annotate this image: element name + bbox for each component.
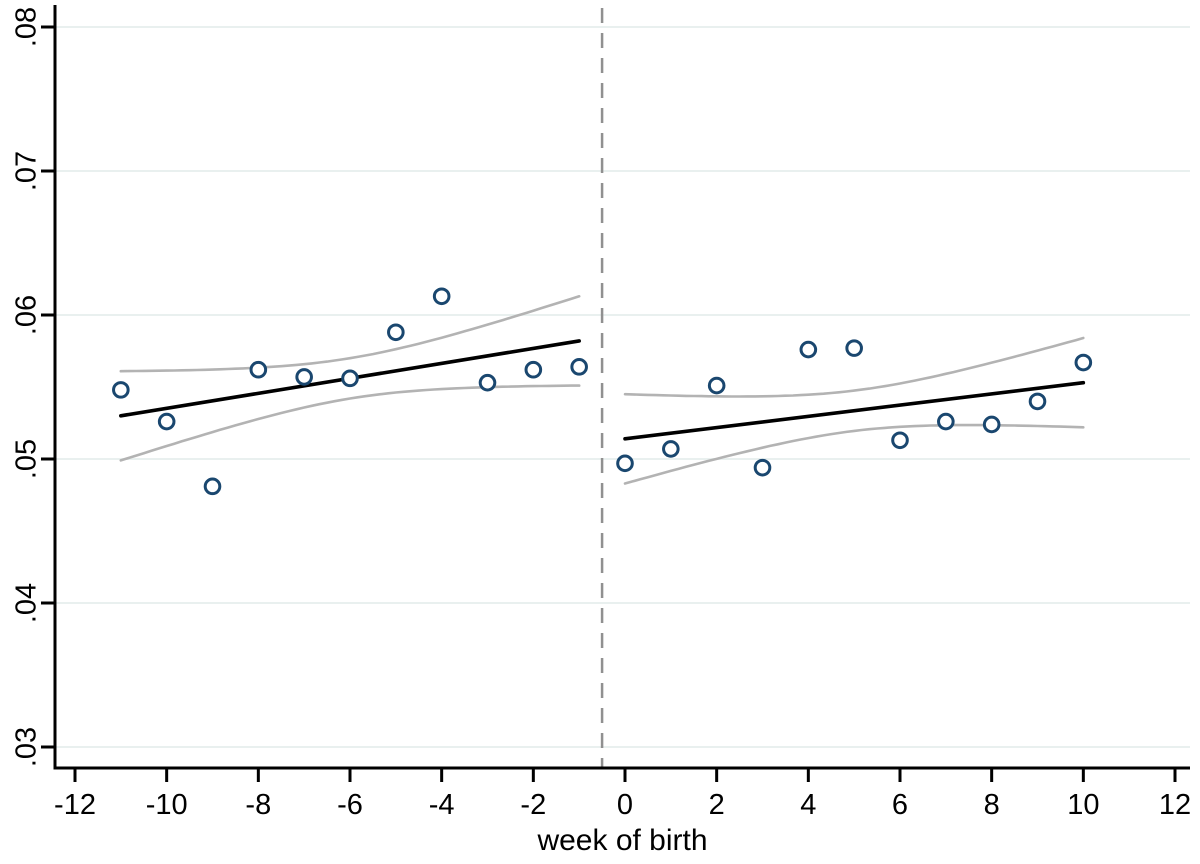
data-point [341, 369, 359, 388]
data-point [799, 340, 818, 359]
data-point [891, 431, 909, 450]
ci-left [119, 295, 581, 462]
ci-left-upper [119, 295, 581, 373]
y-tick-label: .06 [11, 295, 43, 335]
y-tick-label: .08 [11, 7, 43, 47]
x-tick-label: 0 [617, 789, 633, 821]
data-point [1074, 353, 1093, 372]
x-tick-label: 12 [1159, 789, 1191, 821]
data-point [937, 412, 955, 431]
scatter-left [112, 287, 588, 496]
y-tick-label: .05 [11, 439, 43, 479]
x-tick-label: -10 [146, 789, 188, 821]
scatter-right [616, 339, 1093, 477]
x-tick-label: -8 [245, 789, 271, 821]
data-point [295, 368, 313, 386]
x-axis-ticks: -12 -10 -8 -6 -4 -2 0 2 4 6 8 10 12 [54, 768, 1191, 821]
ci-right [623, 336, 1085, 485]
data-point [478, 373, 497, 392]
x-tick-label: 10 [1067, 789, 1099, 821]
data-point [707, 376, 726, 395]
ci-right-lower [623, 423, 1085, 485]
data-point [753, 458, 772, 477]
data-point [157, 412, 176, 431]
data-point [387, 323, 405, 342]
data-point [112, 381, 130, 399]
data-point [524, 360, 543, 379]
data-point [982, 415, 1001, 434]
data-point [662, 440, 680, 458]
fit-right [623, 380, 1086, 441]
axes [53, 5, 1190, 770]
data-point [203, 477, 222, 496]
x-tick-label: 6 [892, 789, 908, 821]
x-tick-label: 4 [800, 789, 816, 821]
y-gridlines [55, 26, 1190, 748]
x-tick-label: -6 [337, 789, 363, 821]
y-tick-label: .07 [11, 151, 43, 191]
ci-left-lower [119, 384, 581, 462]
x-tick-label: 2 [709, 789, 725, 821]
ci-right-upper [623, 336, 1085, 398]
data-point [845, 339, 863, 357]
x-tick-label: -2 [520, 789, 546, 821]
data-point [1028, 392, 1047, 411]
data-point [570, 358, 588, 376]
y-tick-label: .03 [11, 727, 43, 767]
y-axis-ticks: .03 .04 .05 .06 .07 .08 [11, 7, 55, 767]
data-point [616, 454, 634, 473]
x-tick-label: -12 [54, 789, 96, 821]
y-tick-label: .04 [11, 583, 43, 623]
x-axis-title: week of birth [536, 824, 707, 857]
data-point [432, 287, 451, 306]
x-tick-label: 8 [984, 789, 1000, 821]
data-point [249, 360, 268, 379]
x-tick-label: -4 [429, 789, 455, 821]
